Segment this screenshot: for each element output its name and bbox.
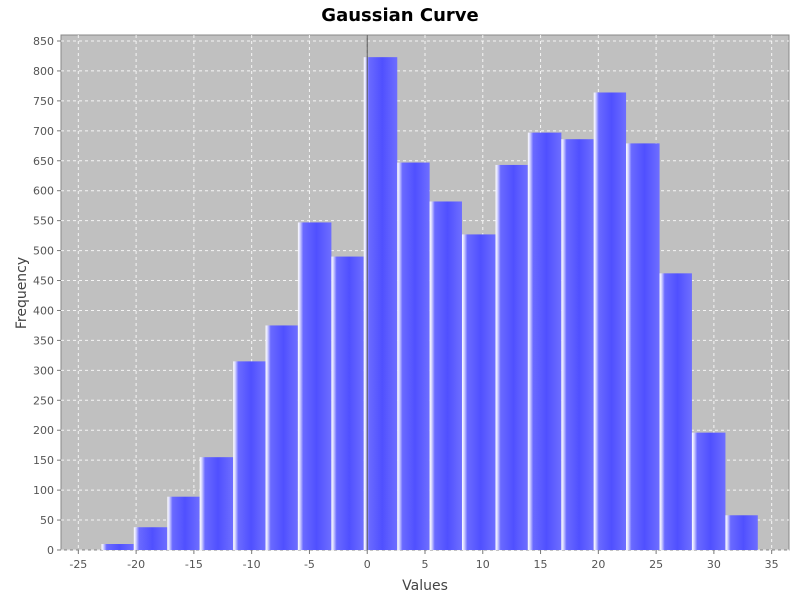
- histogram-bar: [495, 164, 528, 550]
- histogram-bar: [363, 57, 398, 550]
- histogram-bar: [297, 222, 332, 551]
- histogram-bar: [561, 139, 594, 550]
- y-axis-label: Frequency: [14, 257, 30, 329]
- x-tick-label: 25: [649, 558, 663, 571]
- y-tick-label: 350: [33, 334, 54, 347]
- x-tick-label: 20: [591, 558, 605, 571]
- x-tick-label: -25: [69, 558, 87, 571]
- x-tick-label: 10: [476, 558, 490, 571]
- y-tick-label: 0: [47, 544, 54, 557]
- y-tick-label: 750: [33, 95, 54, 108]
- y-tick-label: 650: [33, 155, 54, 168]
- chart-title: Gaussian Curve: [321, 5, 478, 26]
- y-tick-label: 100: [33, 484, 54, 497]
- y-tick-labels: 0 50 100 150 200 250 300 350 400 450 500 550 600 650 7…: [33, 35, 61, 557]
- y-tick-label: 700: [33, 125, 54, 138]
- histogram-bar: [265, 325, 298, 550]
- histogram-bar: [593, 92, 627, 550]
- histogram-bar: [461, 234, 496, 551]
- x-tick-label: 35: [765, 558, 779, 571]
- x-axis-label: Values: [402, 578, 448, 594]
- y-tick-label: 150: [33, 454, 54, 467]
- histogram-bar: [397, 162, 430, 551]
- histogram-bar: [659, 273, 692, 550]
- y-tick-label: 600: [33, 185, 54, 198]
- y-tick-label: 550: [33, 215, 54, 228]
- histogram-bar: [101, 544, 134, 550]
- histogram-bar: [331, 256, 364, 550]
- y-tick-label: 300: [33, 364, 54, 377]
- histogram-bar: [199, 457, 234, 550]
- y-tick-label: 200: [33, 424, 54, 437]
- histogram-bar: [527, 132, 562, 550]
- x-tick-label: 5: [422, 558, 429, 571]
- y-tick-label: 850: [33, 35, 54, 48]
- histogram-bar: [626, 143, 660, 551]
- y-tick-label: 250: [33, 394, 54, 407]
- histogram-bar: [133, 527, 168, 550]
- bars-group: [101, 57, 758, 551]
- x-tick-label: -20: [127, 558, 145, 571]
- y-tick-label: 450: [33, 275, 54, 288]
- histogram-bar: [725, 515, 758, 550]
- histogram-bar: [429, 201, 462, 550]
- histogram-bar: [167, 496, 200, 550]
- y-tick-label: 50: [40, 514, 54, 527]
- x-tick-label: 30: [707, 558, 721, 571]
- histogram-bar: [233, 361, 266, 550]
- x-tick-label: -5: [304, 558, 315, 571]
- x-tick-label: -15: [185, 558, 203, 571]
- x-tick-labels: -25 -20 -15 -10 -5 0 5 10 15 20 25 30 35: [69, 550, 779, 571]
- histogram-bar: [691, 432, 726, 550]
- y-tick-label: 500: [33, 245, 54, 258]
- y-tick-label: 400: [33, 304, 54, 317]
- x-tick-label: 0: [364, 558, 371, 571]
- x-tick-label: -10: [243, 558, 261, 571]
- y-tick-label: 800: [33, 65, 54, 78]
- x-tick-label: 15: [534, 558, 548, 571]
